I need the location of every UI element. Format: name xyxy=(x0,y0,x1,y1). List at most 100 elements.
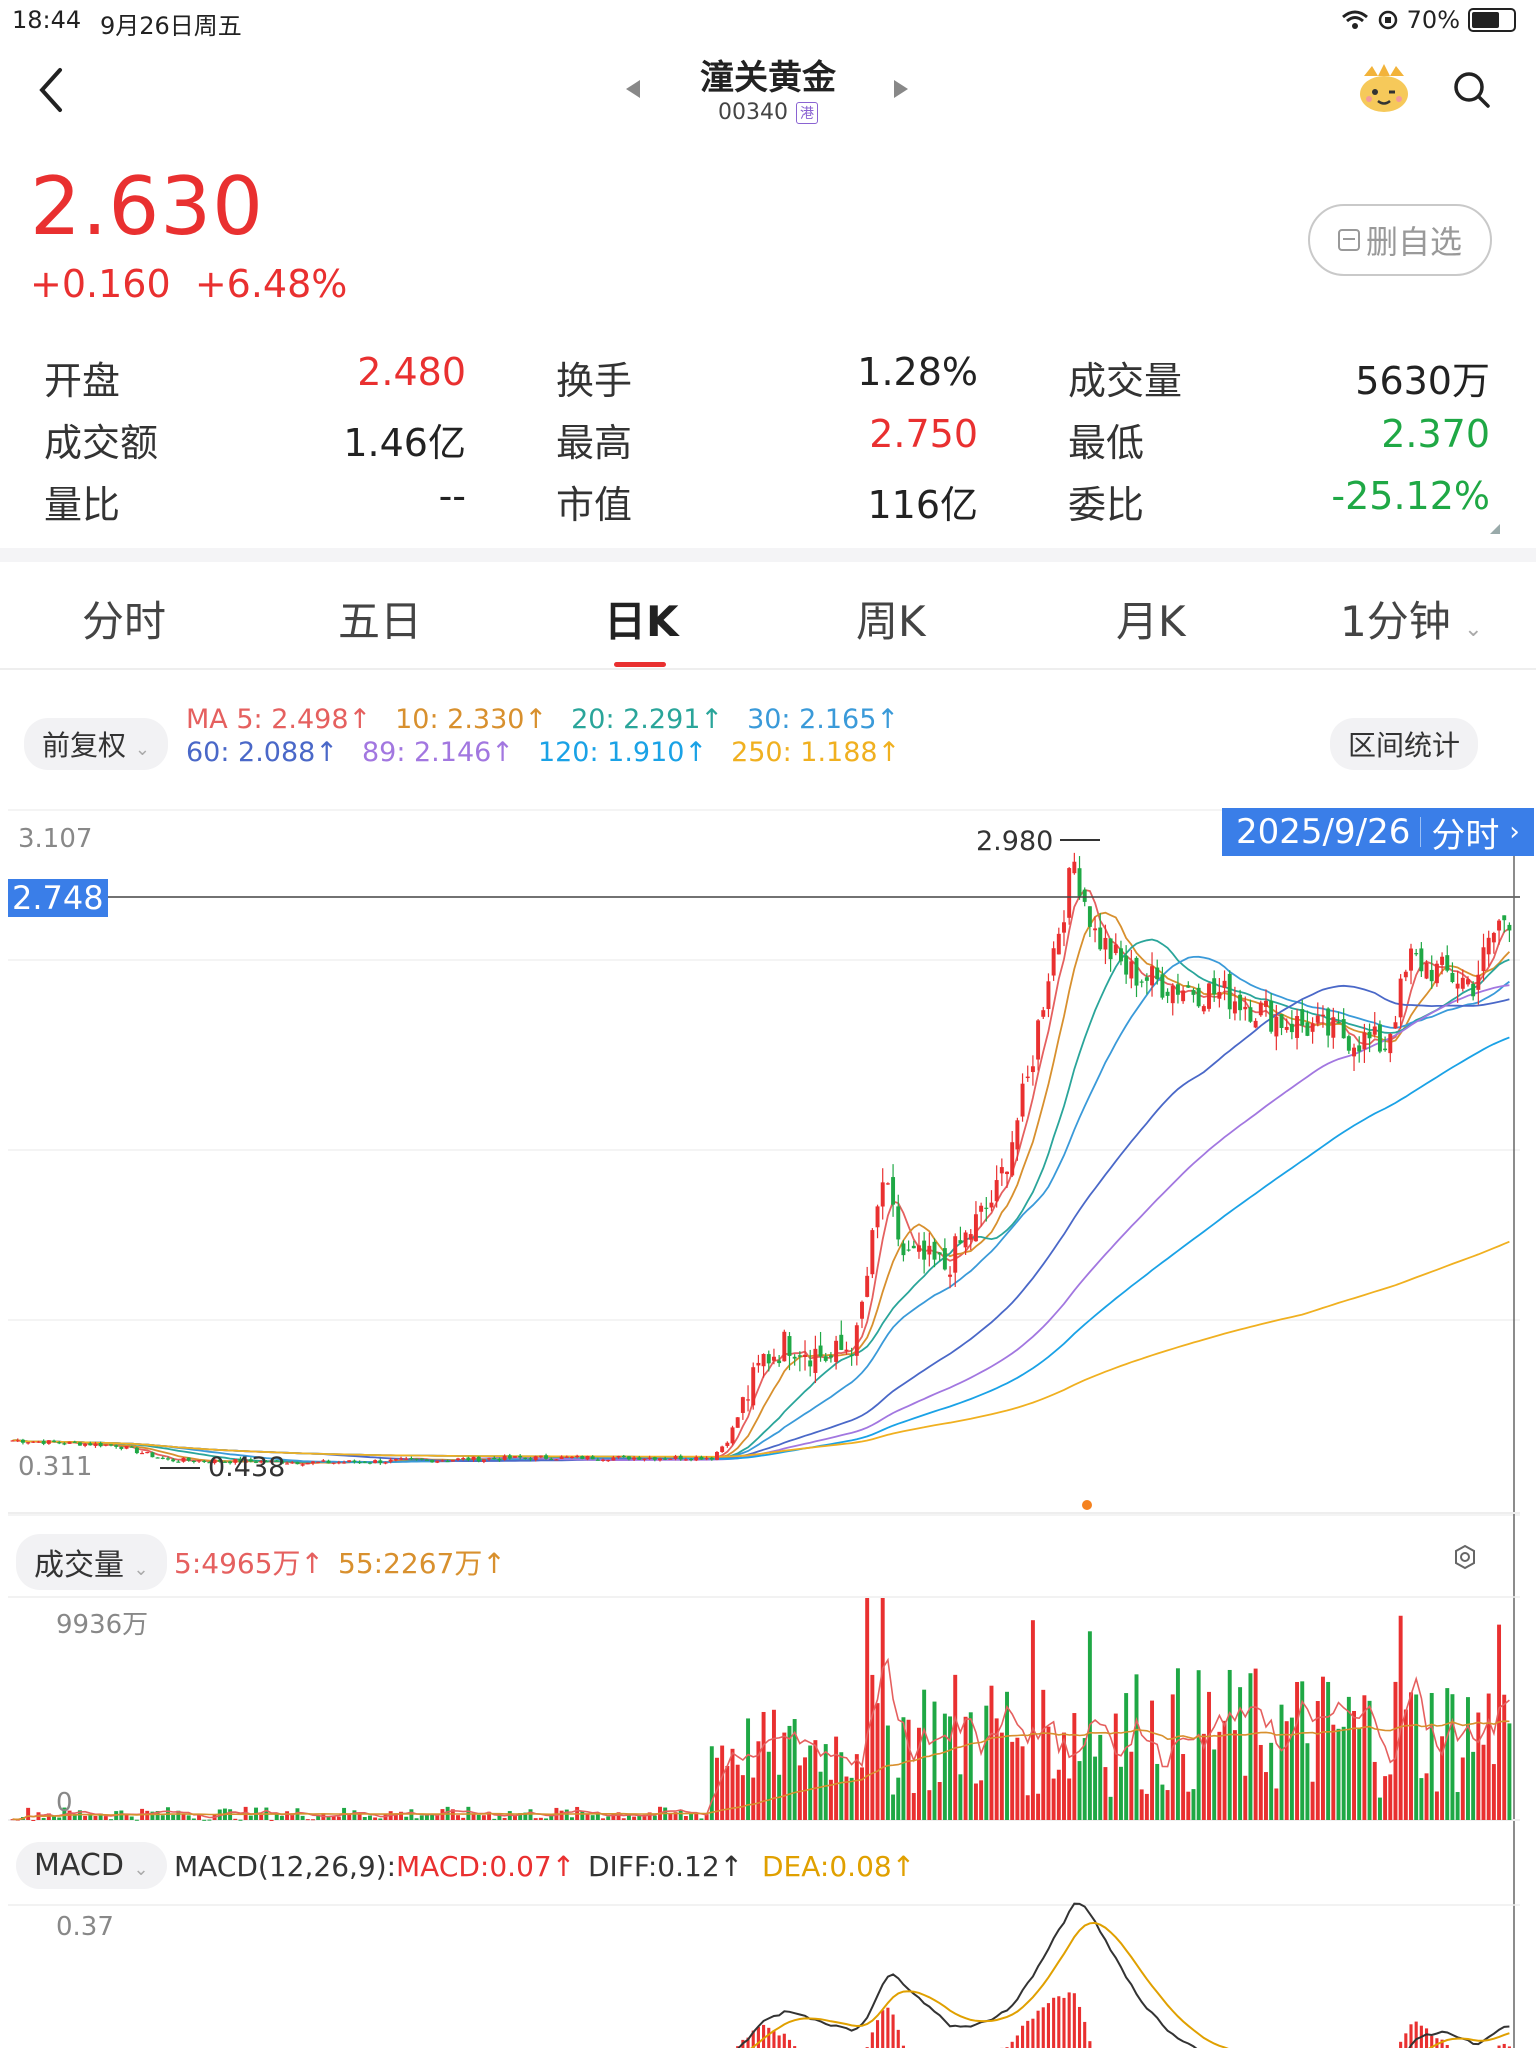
remove-watchlist-button[interactable]: 删自选 xyxy=(1308,204,1492,276)
candle-body xyxy=(440,1460,445,1462)
volume-bar xyxy=(1062,1732,1066,1820)
volume-bar xyxy=(367,1815,372,1820)
macd-bar xyxy=(1010,2041,1014,2048)
tab-intraday[interactable]: 分时 xyxy=(82,597,167,646)
tab-five-day[interactable]: 五日 xyxy=(338,597,423,646)
back-icon[interactable] xyxy=(36,66,66,116)
next-stock-icon[interactable] xyxy=(892,78,910,100)
macd-bar xyxy=(1088,2041,1092,2048)
volume-bar xyxy=(1217,1731,1222,1820)
candle-body xyxy=(1150,966,1155,986)
candle-body xyxy=(1367,1031,1372,1039)
adjust-dropdown[interactable]: 前复权 ⌄ xyxy=(24,718,169,770)
candle-body xyxy=(979,1205,984,1212)
status-bar: 18:44 9月26日周五 70% xyxy=(0,0,1536,40)
macd-indicator-dropdown[interactable]: MACD ⌄ xyxy=(16,1842,167,1889)
candle-body xyxy=(1476,974,1481,990)
candle-body xyxy=(1352,1047,1356,1057)
volume-bar xyxy=(1445,1688,1450,1820)
search-icon[interactable] xyxy=(1452,70,1492,110)
prev-stock-icon[interactable] xyxy=(624,78,642,100)
candle-body xyxy=(15,1440,20,1442)
candle-body xyxy=(725,1442,730,1446)
volume-bar xyxy=(1440,1736,1445,1820)
candle-body xyxy=(989,1202,994,1208)
volume-bar xyxy=(803,1757,807,1820)
crosshair-date-badge[interactable]: 2025/9/26 分时 › xyxy=(1222,808,1534,856)
volume-bar xyxy=(57,1817,62,1820)
candle-body xyxy=(891,1177,896,1205)
volume-bar xyxy=(1144,1793,1149,1820)
candle-body xyxy=(207,1462,212,1464)
candle-body xyxy=(694,1457,699,1461)
volume-indicator-dropdown[interactable]: 成交量 ⌄ xyxy=(16,1534,167,1590)
event-dot[interactable] xyxy=(1082,1500,1092,1510)
volume-bar xyxy=(456,1815,460,1820)
tab-monthly-k[interactable]: 月K xyxy=(1116,597,1186,646)
volume-bar xyxy=(1010,1741,1015,1820)
volume-bar xyxy=(290,1813,295,1820)
tab-daily-k[interactable]: 日K xyxy=(604,597,679,646)
candle-body xyxy=(1466,979,1470,985)
volume-bar xyxy=(285,1811,290,1820)
volume-bar xyxy=(1005,1691,1009,1820)
macd-bar xyxy=(767,2027,771,2048)
range-stats-button[interactable]: 区间统计 xyxy=(1330,718,1479,770)
candle-body xyxy=(932,1241,937,1260)
volume-bar xyxy=(808,1745,813,1820)
volume-bar xyxy=(1222,1720,1227,1820)
volume-bar xyxy=(347,1814,352,1820)
volume-bar xyxy=(471,1813,476,1820)
candle-body xyxy=(1201,1006,1206,1012)
candle-body xyxy=(601,1459,605,1461)
volume-bar xyxy=(1248,1673,1253,1820)
volume-bar xyxy=(720,1745,725,1820)
quote-label: 委比 xyxy=(1068,483,1145,527)
ma-line xyxy=(12,984,1510,1462)
candle-body xyxy=(1362,1032,1367,1050)
quote-value: -25.12% xyxy=(1331,474,1490,518)
volume-bar xyxy=(1336,1728,1341,1820)
tab-weekly-k[interactable]: 周K xyxy=(856,597,926,646)
volume-bar xyxy=(834,1736,839,1820)
ma-legend-item: 60: 2.088↑ xyxy=(186,737,338,768)
macd-bar xyxy=(1072,1993,1076,2048)
candle-body xyxy=(1248,1007,1253,1022)
volume-bar xyxy=(1165,1790,1170,1820)
volume-bar xyxy=(891,1794,896,1820)
tab-minute[interactable]: 1分钟 ⌄ xyxy=(1340,588,1483,649)
candle-body xyxy=(1243,1006,1248,1010)
macd-bar xyxy=(782,2033,786,2048)
macd-bar xyxy=(1026,2020,1030,2048)
volume-bar xyxy=(1289,1717,1294,1820)
quote-value: 2.750 xyxy=(869,412,978,456)
candle-body xyxy=(683,1459,688,1461)
candle-body xyxy=(62,1443,67,1445)
volume-bar xyxy=(694,1813,699,1820)
candle-body xyxy=(1336,1022,1341,1024)
volume-bar xyxy=(642,1814,647,1820)
volume-bar xyxy=(668,1813,673,1820)
volume-bar xyxy=(818,1771,823,1820)
candle-body xyxy=(430,1459,435,1463)
volume-bar xyxy=(1409,1692,1413,1820)
settings-icon[interactable] xyxy=(1452,1544,1478,1570)
ma-legend-item: 120: 1.910↑ xyxy=(537,737,708,768)
volume-bar xyxy=(880,1598,885,1820)
quote-label: 开盘 xyxy=(44,359,121,403)
candle-body xyxy=(782,1331,787,1362)
volume-bar xyxy=(1067,1778,1072,1820)
price-change-pct: +6.48% xyxy=(194,262,348,306)
mascot-icon[interactable] xyxy=(1356,62,1412,114)
volume-bar xyxy=(1258,1744,1263,1820)
candle-body xyxy=(1051,948,1056,976)
volume-bar xyxy=(1331,1724,1336,1820)
candle-body xyxy=(647,1457,652,1459)
volume-bar xyxy=(1264,1772,1268,1820)
volume-bar xyxy=(1341,1726,1346,1820)
volume-axis-bottom: 0 xyxy=(56,1788,73,1818)
candle-body xyxy=(388,1459,393,1462)
candle-body xyxy=(1502,915,1507,921)
candle-body xyxy=(238,1458,243,1463)
